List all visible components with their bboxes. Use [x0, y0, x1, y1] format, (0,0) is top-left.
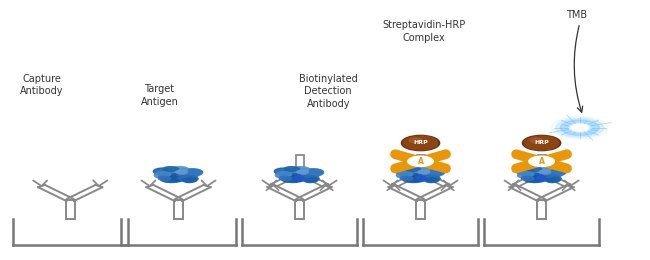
Ellipse shape	[521, 176, 534, 180]
Ellipse shape	[274, 168, 299, 176]
Ellipse shape	[280, 176, 292, 180]
Ellipse shape	[176, 170, 187, 174]
Ellipse shape	[422, 170, 445, 177]
Text: A: A	[417, 157, 424, 166]
Ellipse shape	[425, 178, 439, 183]
Ellipse shape	[280, 168, 319, 181]
Text: Target
Antigen: Target Antigen	[140, 84, 178, 107]
Ellipse shape	[307, 169, 323, 174]
Ellipse shape	[159, 168, 198, 181]
Ellipse shape	[396, 171, 413, 178]
Text: Streptavidin-HRP
Complex: Streptavidin-HRP Complex	[382, 21, 465, 43]
Ellipse shape	[522, 168, 561, 181]
Ellipse shape	[297, 170, 309, 174]
Ellipse shape	[401, 168, 440, 181]
Ellipse shape	[546, 178, 560, 183]
Circle shape	[556, 118, 604, 137]
Text: A: A	[539, 157, 545, 166]
Ellipse shape	[281, 176, 305, 183]
Ellipse shape	[276, 171, 292, 178]
Circle shape	[560, 120, 599, 135]
Ellipse shape	[543, 170, 566, 177]
Polygon shape	[415, 175, 426, 181]
Circle shape	[404, 136, 437, 150]
Ellipse shape	[180, 170, 203, 177]
Ellipse shape	[550, 169, 566, 174]
Polygon shape	[294, 175, 305, 181]
Ellipse shape	[532, 167, 551, 172]
Circle shape	[408, 156, 434, 166]
Circle shape	[569, 124, 591, 132]
Ellipse shape	[403, 176, 426, 183]
Text: HRP: HRP	[534, 140, 549, 146]
Text: HRP: HRP	[413, 140, 428, 146]
Ellipse shape	[524, 176, 547, 183]
Ellipse shape	[299, 175, 319, 181]
Ellipse shape	[428, 169, 445, 174]
Ellipse shape	[155, 171, 171, 178]
Ellipse shape	[183, 178, 197, 183]
Ellipse shape	[169, 167, 188, 172]
Ellipse shape	[284, 167, 300, 171]
Ellipse shape	[420, 175, 440, 181]
Ellipse shape	[539, 170, 551, 174]
Ellipse shape	[153, 168, 178, 176]
Ellipse shape	[158, 176, 171, 180]
Ellipse shape	[395, 168, 420, 176]
Ellipse shape	[304, 178, 318, 183]
Circle shape	[571, 124, 588, 131]
Ellipse shape	[161, 176, 183, 183]
Ellipse shape	[517, 168, 541, 176]
Circle shape	[402, 135, 439, 151]
Ellipse shape	[290, 167, 309, 172]
Ellipse shape	[526, 167, 541, 171]
Circle shape	[530, 138, 543, 143]
Circle shape	[529, 156, 554, 166]
Text: TMB: TMB	[566, 10, 587, 20]
Ellipse shape	[517, 171, 534, 178]
Ellipse shape	[405, 167, 421, 171]
Ellipse shape	[418, 170, 430, 174]
Circle shape	[409, 138, 422, 143]
Ellipse shape	[301, 170, 324, 177]
Ellipse shape	[187, 169, 202, 174]
Ellipse shape	[163, 167, 179, 171]
Ellipse shape	[541, 175, 561, 181]
Circle shape	[552, 116, 608, 139]
Polygon shape	[536, 175, 547, 181]
Ellipse shape	[178, 175, 198, 181]
Ellipse shape	[411, 167, 430, 172]
Circle shape	[523, 135, 561, 151]
Circle shape	[525, 136, 559, 150]
Circle shape	[565, 122, 595, 134]
Text: Biotinylated
Detection
Antibody: Biotinylated Detection Antibody	[299, 74, 358, 109]
Text: Capture
Antibody: Capture Antibody	[20, 74, 63, 96]
Ellipse shape	[400, 176, 413, 180]
